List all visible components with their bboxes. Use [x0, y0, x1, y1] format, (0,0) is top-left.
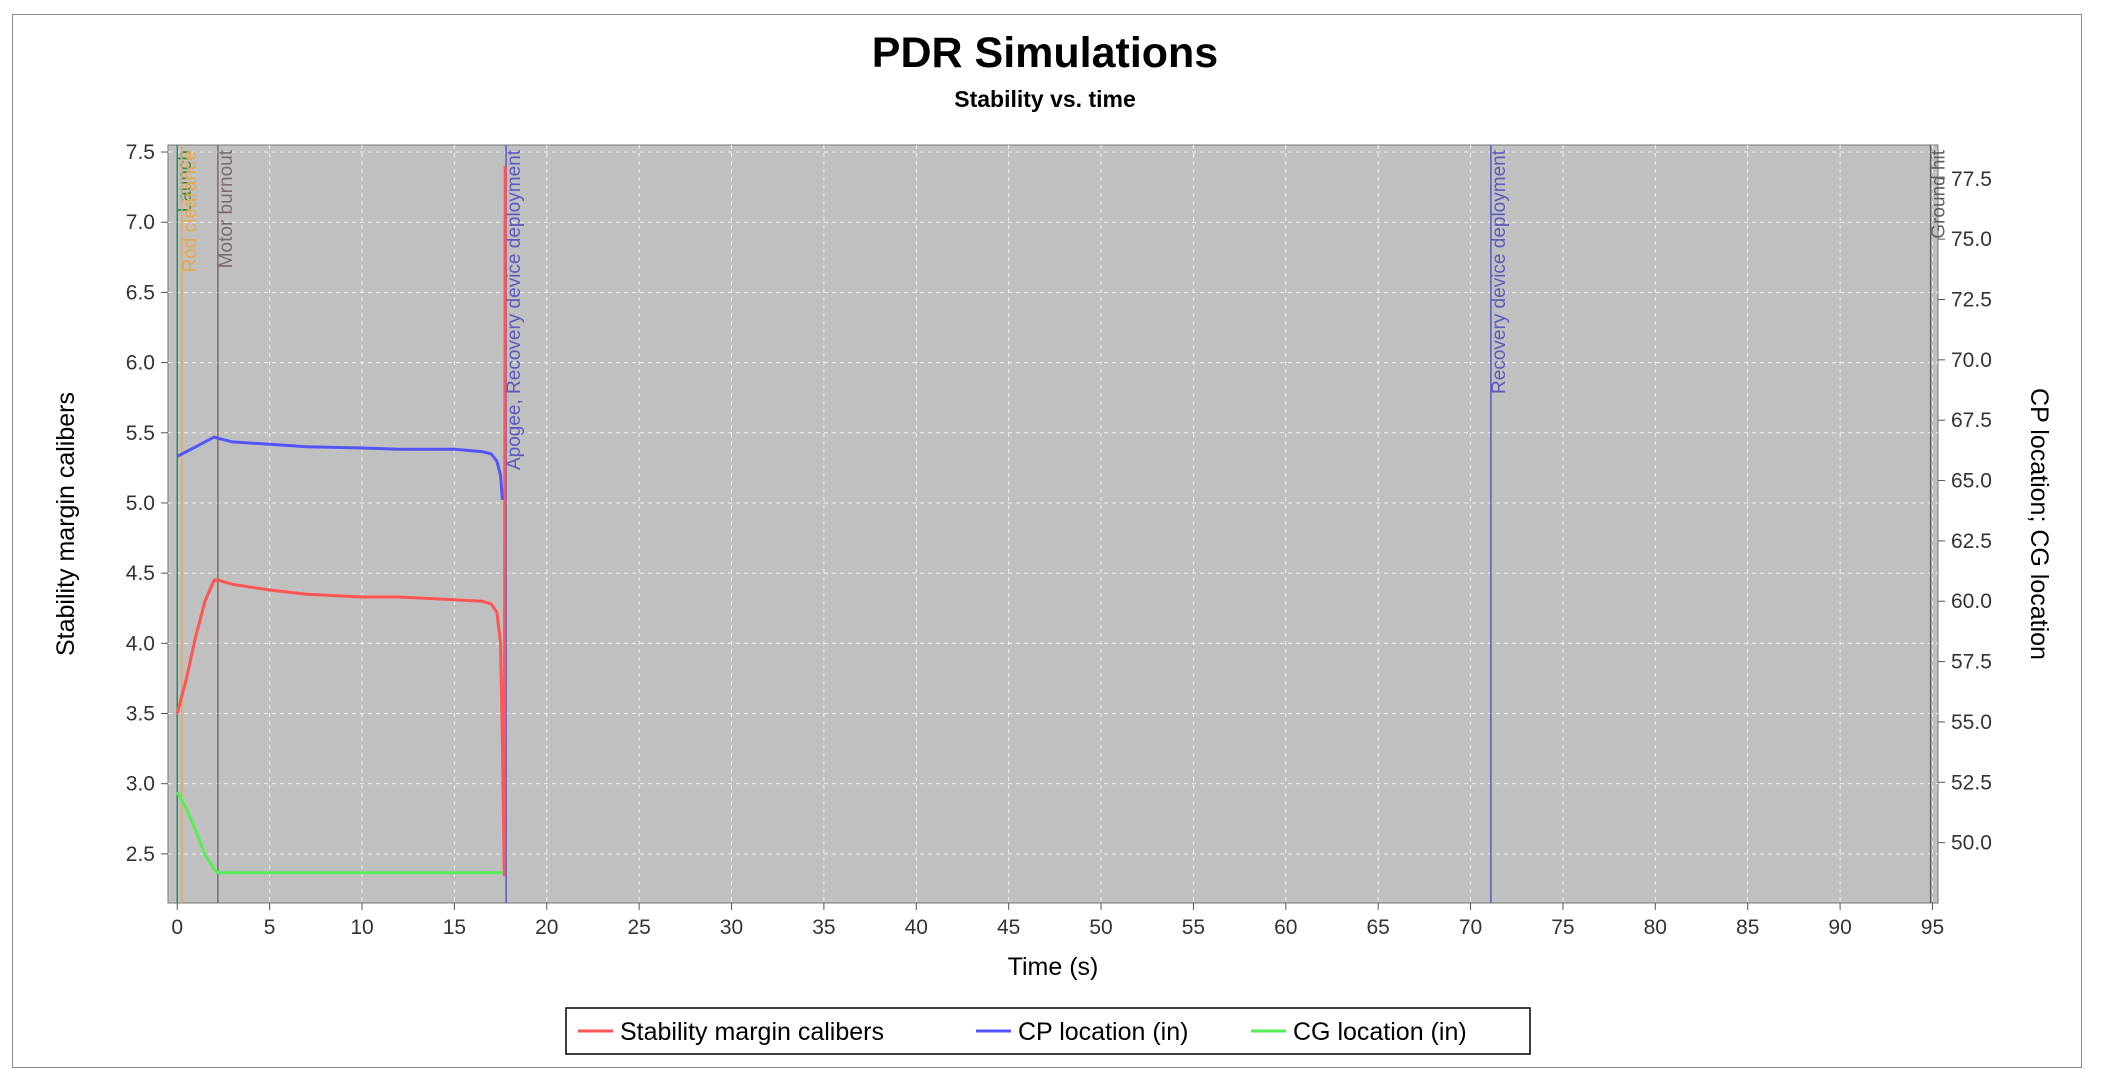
x-tick-label: 95 [1921, 916, 1944, 939]
x-tick-label: 10 [350, 916, 373, 939]
y-left-tick-label: 7.5 [126, 141, 155, 164]
event-label: Apogee, Recovery device deployment [504, 149, 525, 470]
y-left-tick-label: 5.0 [126, 492, 155, 515]
y-right-tick-label: 60.0 [1951, 590, 1992, 613]
legend-label-stability: Stability margin calibers [620, 1018, 884, 1046]
y-axis-left-label: Stability margin calibers [52, 392, 80, 656]
y-right-tick-label: 52.5 [1951, 771, 1992, 794]
y-left-tick-label: 6.0 [126, 352, 155, 375]
x-tick-label: 25 [627, 916, 650, 939]
x-tick-label: 20 [535, 916, 558, 939]
y-left-tick-label: 6.5 [126, 281, 155, 304]
x-tick-label: 15 [443, 916, 466, 939]
y-left-tick-label: 4.0 [126, 632, 155, 655]
legend: Stability margin calibers CP location (i… [565, 1007, 1531, 1055]
x-tick-label: 40 [905, 916, 928, 939]
y-left-tick-label: 3.5 [126, 703, 155, 726]
y-right-tick-label: 57.5 [1951, 651, 1992, 674]
legend-label-cp: CP location (in) [1018, 1018, 1188, 1046]
series-lines [175, 166, 507, 877]
x-tick-label: 85 [1736, 916, 1759, 939]
y-right-tick-label: 67.5 [1951, 409, 1992, 432]
y-right-tick-label: 50.0 [1951, 832, 1992, 855]
x-tick-label: 90 [1828, 916, 1851, 939]
y-right-tick-label: 70.0 [1951, 349, 1992, 372]
axes: 0 5 10 15 20 25 30 35 40 45 50 55 60 65 70 75 80 85 90 95 2.… [126, 141, 1992, 939]
y-left-tick-label: 5.5 [126, 422, 155, 445]
stability-chart: PDR Simulations Stability vs. time Launc… [52, 29, 2053, 1055]
x-tick-label: 60 [1274, 916, 1297, 939]
chart-subtitle: Stability vs. time [954, 86, 1136, 112]
legend-label-cg: CG location (in) [1293, 1018, 1467, 1046]
y-left-tick-label: 4.5 [126, 562, 155, 585]
series-line-2 [175, 791, 503, 875]
event-label: Recovery device deployment [1489, 149, 1510, 394]
y-right-tick-label: 62.5 [1951, 530, 1992, 553]
series-line-0 [175, 166, 507, 877]
x-tick-label: 0 [171, 916, 183, 939]
x-tick-label: 45 [997, 916, 1020, 939]
y-right-tick-label: 72.5 [1951, 288, 1992, 311]
x-tick-label: 65 [1366, 916, 1389, 939]
event-label: Launch [175, 150, 196, 212]
y-left-tick-label: 2.5 [126, 843, 155, 866]
x-tick-label: 5 [264, 916, 276, 939]
y-axis-right-label: CP location; CG location [2025, 388, 2053, 660]
y-right-tick-label: 77.5 [1951, 168, 1992, 191]
y-left-tick-label: 3.0 [126, 773, 155, 796]
x-tick-label: 35 [812, 916, 835, 939]
event-label: Rod clearance [180, 150, 201, 273]
x-tick-label: 50 [1089, 916, 1112, 939]
x-tick-label: 70 [1459, 916, 1482, 939]
x-tick-label: 80 [1644, 916, 1667, 939]
event-label: Ground hit [1929, 149, 1950, 238]
grid-lines [168, 145, 1938, 903]
series-line-1 [176, 435, 504, 501]
y-right-tick-label: 55.0 [1951, 711, 1992, 734]
legend-box [565, 1007, 1531, 1055]
plot-area [167, 144, 1939, 904]
x-tick-label: 55 [1182, 916, 1205, 939]
chart-frame: PDR Simulations Stability vs. time Launc… [12, 14, 2082, 1068]
y-left-tick-label: 7.0 [126, 211, 155, 234]
y-right-tick-label: 75.0 [1951, 228, 1992, 251]
x-axis-label: Time (s) [1008, 953, 1099, 981]
x-tick-label: 30 [720, 916, 743, 939]
chart-title: PDR Simulations [872, 29, 1218, 77]
y-right-tick-label: 65.0 [1951, 470, 1992, 493]
event-label: Motor burnout [216, 149, 237, 268]
x-tick-label: 75 [1551, 916, 1574, 939]
